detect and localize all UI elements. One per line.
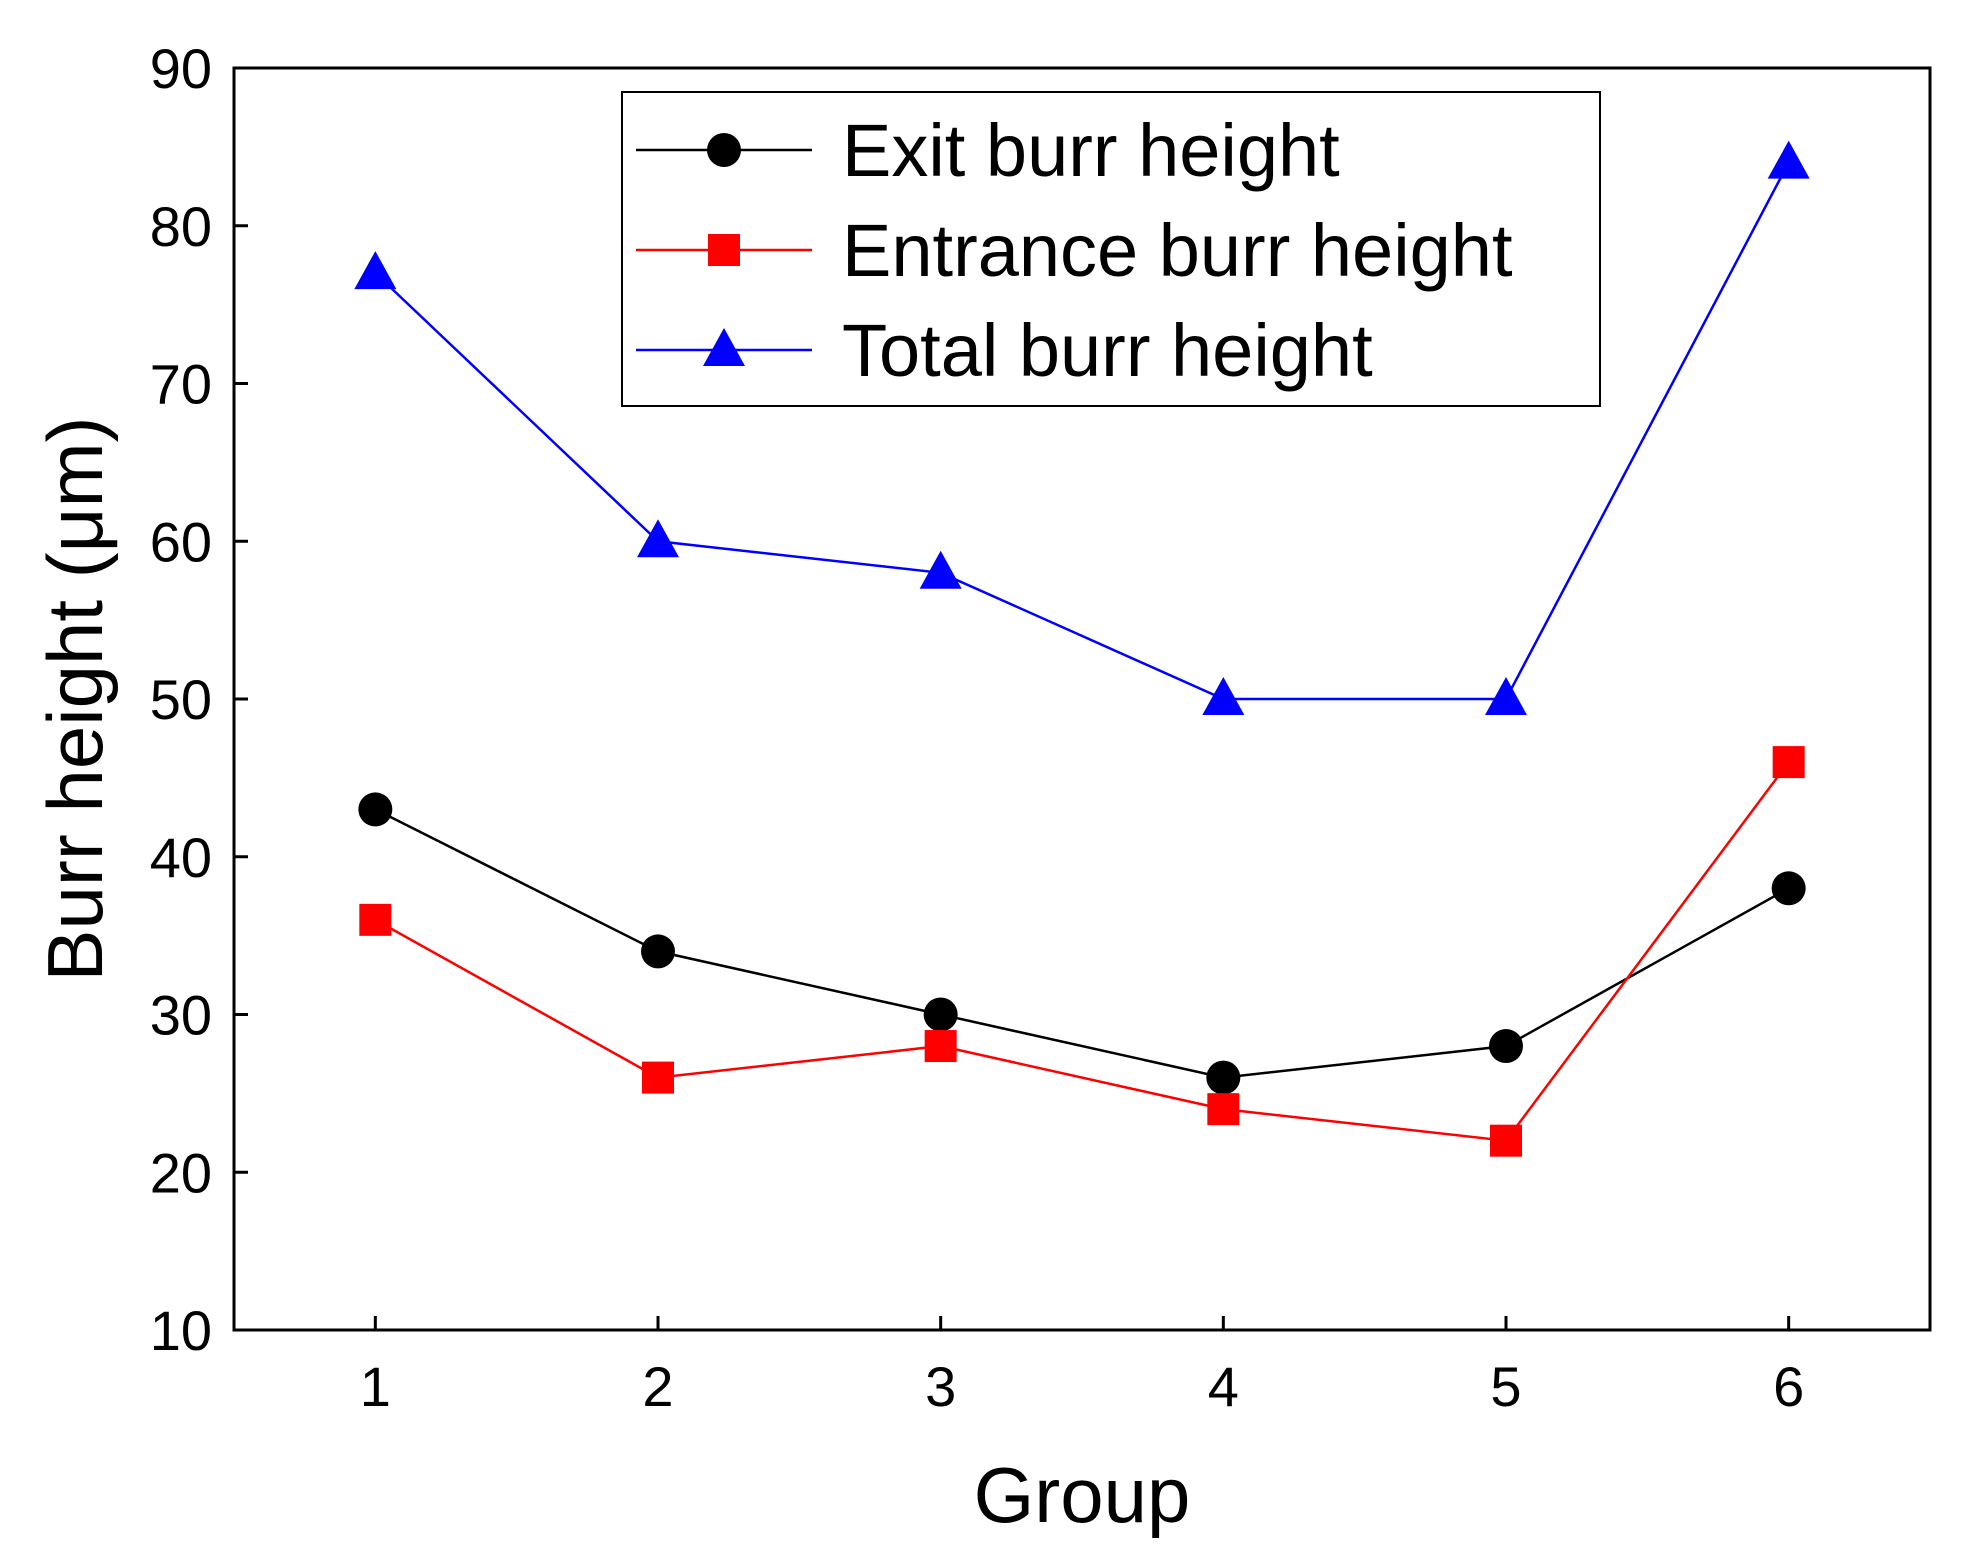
total-burr-height-point-3 [919, 550, 962, 589]
y-tick-label-30: 30 [150, 984, 212, 1047]
y-axis-ticks: 10 20 30 40 50 60 70 80 90 [150, 37, 248, 1362]
y-tick-label-90: 90 [150, 37, 212, 100]
entrance-burr-height-point-1 [359, 903, 392, 936]
x-axis-title: Group [974, 1451, 1191, 1539]
total-burr-height-point-2 [637, 519, 679, 558]
entrance-burr-height-point-3 [924, 1030, 957, 1063]
entrance-burr-height-line [374, 761, 1790, 1143]
exit-burr-height-point-5 [1489, 1029, 1523, 1064]
entrance-burr-height-point-6 [1772, 746, 1805, 779]
entrance-burr-height-point-2 [642, 1061, 674, 1094]
legend-label-total-burr-height: Total burr height [842, 309, 1373, 392]
x-axis-ticks: 1 2 3 4 5 6 [360, 1316, 1804, 1418]
exit-burr-height-point-6 [1771, 871, 1806, 906]
legend-marker-total-burr-height [703, 328, 745, 366]
total-burr-height-point-5 [1485, 677, 1527, 715]
y-tick-label-50: 50 [150, 668, 212, 731]
legend-marker-exit-burr-height [707, 133, 741, 167]
x-tick-label-4: 4 [1208, 1355, 1239, 1418]
series-layer [354, 140, 1810, 1157]
total-burr-height-point-6 [1767, 140, 1810, 179]
y-tick-label-60: 60 [150, 510, 212, 573]
legend-label-entrance-burr-height: Entrance burr height [842, 209, 1513, 292]
y-axis-title: Burr height (μm) [31, 416, 119, 981]
exit-burr-height-point-1 [358, 792, 393, 827]
x-tick-label-6: 6 [1773, 1355, 1804, 1418]
exit-burr-height-point-4 [1206, 1060, 1241, 1095]
legend: Exit burr height Entrance burr height Tota… [621, 91, 1601, 407]
y-tick-label-80: 80 [150, 195, 212, 258]
legend-marker-entrance-burr-height [708, 234, 740, 266]
exit-burr-height-point-2 [641, 934, 675, 969]
exit-burr-height-line [374, 808, 1790, 1079]
y-tick-label-70: 70 [150, 353, 212, 416]
legend-label-exit-burr-height: Exit burr height [842, 109, 1340, 192]
total-burr-height-line [374, 162, 1790, 701]
x-tick-label-2: 2 [642, 1355, 673, 1418]
entrance-burr-height-point-5 [1490, 1124, 1522, 1157]
x-tick-label-5: 5 [1490, 1355, 1521, 1418]
y-tick-label-40: 40 [150, 826, 212, 889]
y-tick-label-20: 20 [150, 1141, 212, 1204]
x-tick-label-1: 1 [360, 1355, 391, 1418]
x-tick-label-3: 3 [925, 1355, 956, 1418]
total-burr-height-point-4 [1202, 677, 1245, 715]
total-burr-height-point-1 [354, 251, 397, 290]
exit-burr-height-point-3 [923, 997, 958, 1032]
entrance-burr-height-point-4 [1207, 1093, 1240, 1126]
y-tick-label-10: 10 [150, 1299, 212, 1362]
